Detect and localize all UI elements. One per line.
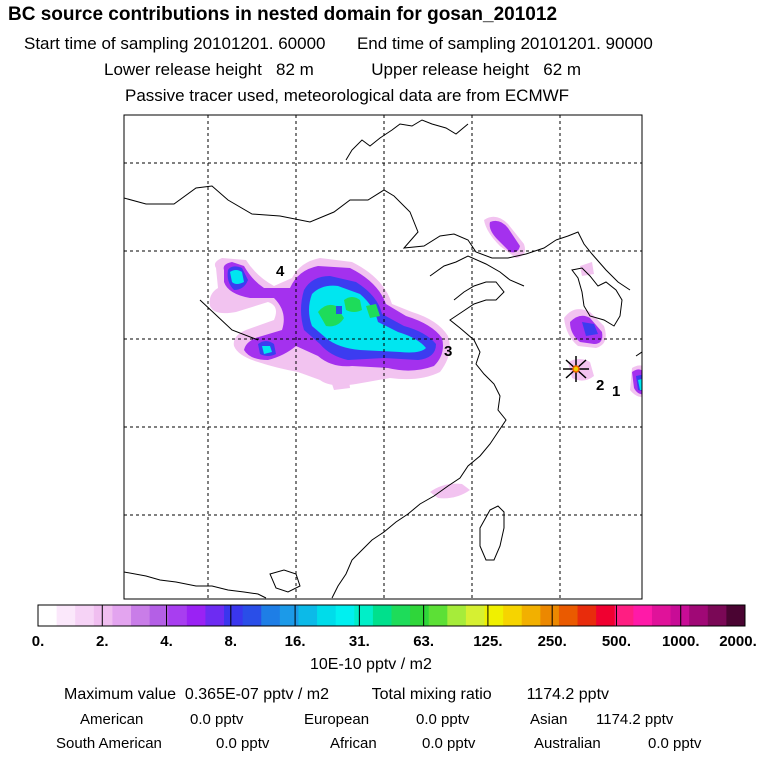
colorbar-tick-label: 500.	[602, 633, 631, 650]
colorbar-swatch	[577, 605, 597, 626]
end-time-value: 20101201. 90000	[520, 34, 653, 53]
contribution-name: American	[80, 711, 144, 728]
contribution-name: European	[304, 711, 370, 728]
colorbar-swatch	[410, 605, 430, 626]
contribution-name: Australian	[534, 735, 601, 752]
max-value-label: Maximum value	[64, 686, 177, 703]
colorbar-tick-label: 2000.	[719, 633, 757, 650]
colorbar-swatch	[242, 605, 262, 626]
contribution-value: 0.0 pptv	[190, 711, 244, 728]
colorbar-swatch	[279, 605, 299, 626]
start-time-label: Start time of sampling	[24, 34, 189, 53]
colorbar-tick-label: 16.	[285, 633, 306, 650]
summary-row: Maximum value 0.365E-07 pptv / m2 Total …	[64, 686, 609, 704]
contribution-value: 0.0 pptv	[422, 735, 476, 752]
colorbar-swatch	[503, 605, 523, 626]
colorbar-swatch	[186, 605, 206, 626]
source-labels: 4 3 2 1	[276, 263, 620, 400]
colorbar-swatch	[447, 605, 467, 626]
coastlines	[124, 119, 642, 599]
colorbar-swatch	[56, 605, 76, 626]
map-panel	[124, 115, 642, 599]
colorbar-tick-label: 63.	[413, 633, 434, 650]
receptor-star-icon	[563, 356, 589, 382]
colorbar-swatch	[689, 605, 709, 626]
colorbar-tick-label: 4.	[160, 633, 173, 650]
contribution-value: 0.0 pptv	[416, 711, 470, 728]
lower-height-label: Lower release height	[104, 60, 262, 79]
colorbar-units: 10E-10 pptv / m2	[310, 656, 432, 673]
colorbar-swatch	[540, 605, 560, 626]
total-mixing-label: Total mixing ratio	[371, 686, 492, 703]
colorbar-swatch	[335, 605, 355, 626]
max-value: 0.365E-07 pptv / m2	[184, 686, 330, 703]
colorbar-tick-label: 8.	[225, 633, 238, 650]
contribution-name: South American	[56, 735, 162, 752]
colorbar-swatch	[131, 605, 151, 626]
colorbar-swatch	[298, 605, 318, 626]
map-gridlines	[124, 115, 642, 599]
upper-height-value: 62 m	[543, 60, 582, 79]
plume-cyan	[230, 270, 642, 390]
contribution-name: Asian	[530, 711, 568, 728]
upper-height-label: Upper release height	[371, 60, 530, 79]
colorbar-swatch	[224, 605, 244, 626]
colorbar-tick-label: 250.	[538, 633, 567, 650]
colorbar-ticks: 0. 2. 4. 8. 16. 31. 63. 125. 250. 500. 1000. 2000.	[32, 605, 757, 650]
colorbar-swatch	[428, 605, 448, 626]
sampling-time-row: Start time of sampling 20101201. 60000 E…	[24, 34, 653, 54]
colorbar-swatch	[726, 605, 746, 626]
colorbar-swatch	[149, 605, 169, 626]
start-time-value: 20101201. 60000	[193, 34, 326, 53]
contribution-name: African	[330, 735, 377, 752]
colorbar-tick-label: 31.	[349, 633, 370, 650]
colorbar-swatch	[707, 605, 727, 626]
colorbar-swatch	[112, 605, 132, 626]
colorbar-swatch	[465, 605, 486, 626]
map-frame	[123, 114, 643, 600]
lower-height-value: 82 m	[276, 60, 314, 79]
source-label: 1	[612, 383, 620, 400]
colorbar	[38, 605, 746, 626]
colorbar-swatch	[372, 605, 392, 626]
colorbar-swatch	[484, 605, 504, 626]
colorbar-swatch	[168, 605, 188, 626]
colorbar-swatch	[75, 605, 95, 626]
release-height-row: Lower release height 82 m Upper release …	[104, 60, 581, 80]
tracer-note: Passive tracer used, meteorological data…	[125, 86, 570, 105]
colorbar-tick-label: 1000.	[662, 633, 700, 650]
end-time-label: End time of sampling	[356, 34, 516, 53]
source-label: 3	[444, 343, 452, 360]
contribution-value: 1174.2 pptv	[596, 711, 674, 728]
source-label: 4	[276, 263, 285, 280]
colorbar-swatch	[633, 605, 653, 626]
contribution-value: 0.0 pptv	[648, 735, 702, 752]
colorbar-swatch	[261, 605, 281, 626]
colorbar-swatch	[93, 605, 113, 626]
colorbar-swatch	[596, 605, 616, 626]
colorbar-swatch	[38, 605, 58, 626]
colorbar-swatch	[670, 605, 690, 626]
chart-title: BC source contributions in nested domain…	[8, 4, 558, 25]
contribution-value: 0.0 pptv	[216, 735, 270, 752]
colorbar-swatch	[391, 605, 411, 626]
colorbar-swatch	[521, 605, 541, 626]
plume-peak	[336, 306, 342, 314]
colorbar-tick-label: 125.	[473, 633, 502, 650]
colorbar-swatch	[354, 605, 374, 626]
colorbar-swatch	[651, 605, 672, 626]
colorbar-swatch	[614, 605, 634, 626]
colorbar-swatch	[558, 605, 579, 626]
colorbar-swatch	[205, 605, 225, 626]
colorbar-tick-label: 2.	[96, 633, 109, 650]
colorbar-tick-label: 0.	[32, 633, 45, 650]
colorbar-swatch	[317, 605, 337, 626]
source-label: 2	[596, 377, 604, 394]
total-mixing-value: 1174.2 pptv	[526, 686, 610, 703]
